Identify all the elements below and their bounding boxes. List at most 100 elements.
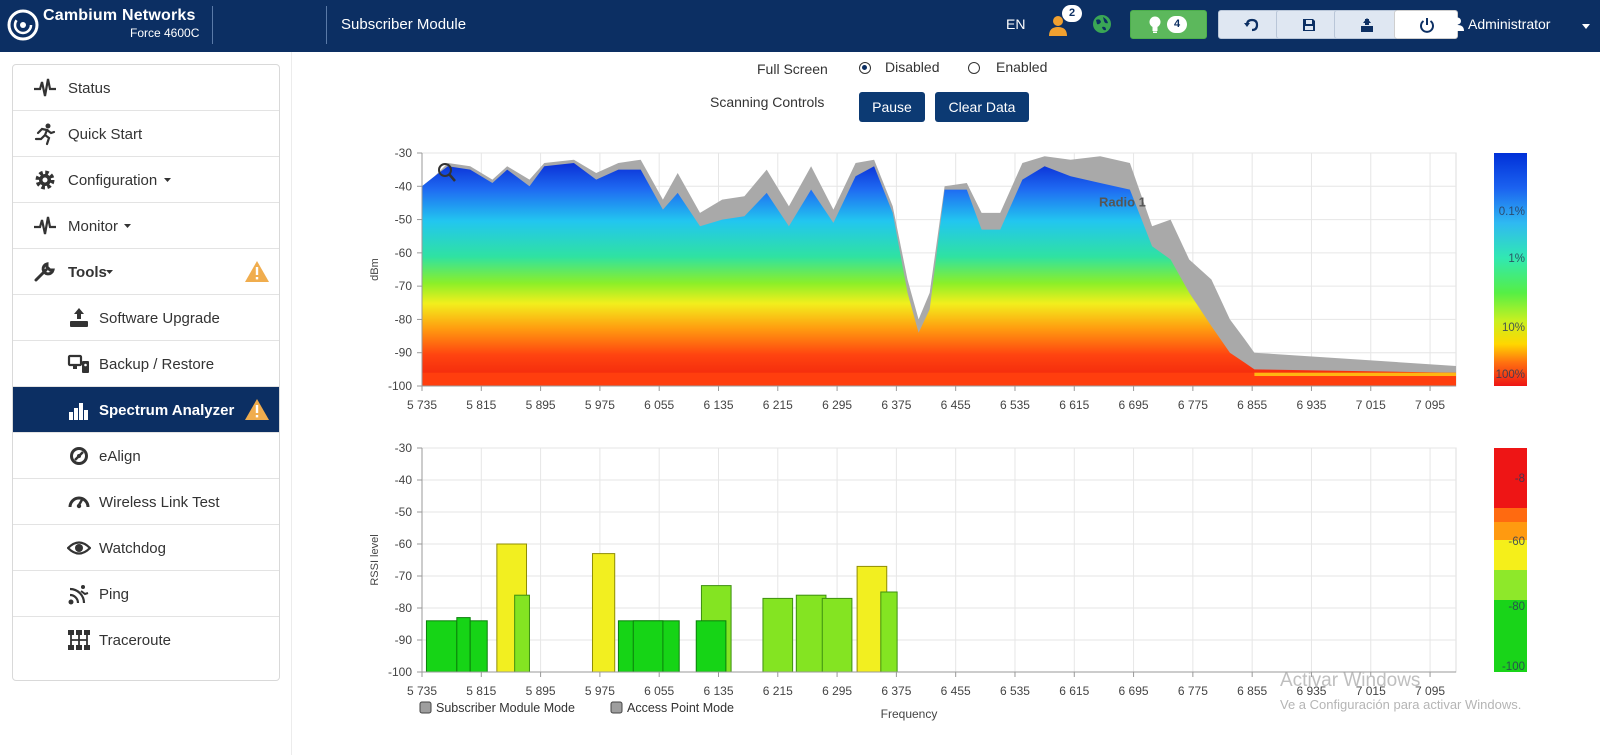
upgrade-icon xyxy=(70,308,88,327)
rssi-bar xyxy=(514,594,530,673)
chart2-y-tick-label: -40 xyxy=(395,473,413,487)
gear-icon xyxy=(35,170,55,190)
eye-icon xyxy=(67,541,91,555)
chart1-x-tick-label: 5 815 xyxy=(466,398,496,412)
sidebar-item-label: Configuration xyxy=(68,172,158,189)
enabled-option-label[interactable]: Enabled xyxy=(996,59,1048,75)
warning-icon xyxy=(245,399,269,420)
reboot-flash-button[interactable] xyxy=(1334,10,1398,39)
sidebar-item-configuration[interactable]: Configuration xyxy=(13,157,279,203)
chevron-down-icon xyxy=(124,224,131,228)
sidebar-item-watchdog[interactable]: Watchdog xyxy=(13,525,279,571)
power-button[interactable] xyxy=(1394,10,1458,39)
chart1-y-tick-label: -60 xyxy=(395,246,413,260)
chart1-x-tick-label: 5 895 xyxy=(526,398,556,412)
chart2-y-tick-label: -80 xyxy=(395,601,413,615)
rssi-bar xyxy=(496,543,528,673)
undo-button[interactable] xyxy=(1218,10,1282,39)
legend-entry: Access Point Mode xyxy=(627,701,734,715)
rssi-color-band xyxy=(1494,448,1527,508)
heatmap-scale-label: 0.1% xyxy=(1499,206,1525,218)
warning-icon xyxy=(245,261,269,282)
chart2-x-tick-label: 6 295 xyxy=(822,684,852,698)
chart1-y-tick-label: -40 xyxy=(395,179,413,193)
sidebar-item-quick-start[interactable]: Quick Start xyxy=(13,111,279,157)
alerts-count-badge: 4 xyxy=(1167,16,1187,33)
heatmap-scale-label: 100% xyxy=(1496,369,1525,381)
sidebar-item-label: Traceroute xyxy=(99,632,171,649)
full-screen-disabled-radio[interactable] xyxy=(859,62,871,74)
chart1-x-tick-label: 7 095 xyxy=(1415,398,1445,412)
chart2-x-tick-label: 6 775 xyxy=(1178,684,1208,698)
sidebar-item-spectrum-analyzer[interactable]: Spectrum Analyzer xyxy=(13,387,279,433)
save-button[interactable] xyxy=(1276,10,1340,39)
sidebar-item-ealign[interactable]: eAlign xyxy=(13,433,279,479)
sidebar-item-label: Wireless Link Test xyxy=(99,494,220,511)
chart1-x-tick-label: 5 735 xyxy=(407,398,437,412)
rssi-bar xyxy=(856,565,888,673)
noise-floor-band xyxy=(422,372,1456,386)
chevron-down-icon xyxy=(1582,24,1590,29)
gauge-icon xyxy=(68,496,90,509)
rssi-bar xyxy=(821,597,853,673)
rssi-bar xyxy=(469,620,488,673)
globe-icon[interactable] xyxy=(1092,14,1112,34)
runner-icon xyxy=(34,123,56,146)
clear-data-button[interactable]: Clear Data xyxy=(935,92,1029,122)
full-screen-label: Full Screen xyxy=(757,61,828,77)
max-hold-envelope xyxy=(422,156,1456,386)
chevron-down-icon xyxy=(164,178,171,182)
user-icon xyxy=(1451,17,1464,31)
rssi-bar xyxy=(456,617,471,673)
chart2-x-tick-label: 6 695 xyxy=(1119,684,1149,698)
noise-floor-edge xyxy=(1254,372,1456,377)
radio-annotation: Radio 1 xyxy=(1099,194,1146,209)
pause-button[interactable]: Pause xyxy=(859,92,925,122)
rssi-bar xyxy=(425,620,458,673)
align-icon xyxy=(70,447,88,465)
rssi-bar xyxy=(795,594,827,673)
windows-activation-title: Activar Windows xyxy=(1280,670,1421,691)
chart2-x-tick-label: 5 975 xyxy=(585,684,615,698)
backup-icon xyxy=(67,354,89,373)
save-icon xyxy=(1303,19,1315,31)
sidebar-item-wireless-link-test[interactable]: Wireless Link Test xyxy=(13,479,279,525)
rssi-bar xyxy=(591,553,616,673)
sidebar-item-label: Status xyxy=(68,80,111,97)
chart1-x-tick-label: 6 855 xyxy=(1237,398,1267,412)
alerts-button[interactable]: 4 xyxy=(1130,10,1207,39)
sidebar: Status Quick Start Configuration Monitor… xyxy=(12,64,280,681)
sidebar-item-monitor[interactable]: Monitor xyxy=(13,203,279,249)
chevron-down-icon xyxy=(106,270,113,274)
chart2-x-tick-label: 5 735 xyxy=(407,684,437,698)
user-name: Administrator xyxy=(1468,16,1551,32)
rssi-bar xyxy=(632,620,664,673)
windows-activation-subtitle: Ve a Configuración para activar Windows. xyxy=(1280,697,1522,712)
heatmap-color-scale xyxy=(1494,153,1527,386)
device-model: Force 4600C xyxy=(130,26,200,40)
disabled-option-label[interactable]: Disabled xyxy=(885,59,940,75)
chart1-x-tick-label: 6 535 xyxy=(1000,398,1030,412)
sidebar-item-ping[interactable]: Ping xyxy=(13,571,279,617)
sidebar-item-label: Tools xyxy=(68,264,107,281)
header-divider xyxy=(212,6,213,44)
sidebar-item-traceroute[interactable]: Traceroute xyxy=(13,617,279,663)
sidebar-item-software-upgrade[interactable]: Software Upgrade xyxy=(13,295,279,341)
rssi-scale-label: -80 xyxy=(1508,601,1525,613)
sidebar-item-status[interactable]: Status xyxy=(13,65,279,111)
rssi-color-band xyxy=(1494,540,1527,570)
chart2-x-axis-label: Frequency xyxy=(881,707,938,721)
zoom-icon-lens xyxy=(438,163,452,177)
language-selector[interactable]: EN xyxy=(1006,16,1026,32)
cambium-logo-icon xyxy=(7,9,39,41)
chart1-x-tick-label: 6 695 xyxy=(1119,398,1149,412)
page-title: Subscriber Module xyxy=(341,16,467,33)
sidebar-item-tools[interactable]: Tools xyxy=(13,249,279,295)
pulse-icon xyxy=(34,216,56,235)
chart2-x-tick-label: 6 215 xyxy=(763,684,793,698)
sidebar-item-backup-restore[interactable]: Backup / Restore xyxy=(13,341,279,387)
full-screen-enabled-radio[interactable] xyxy=(968,62,980,74)
chart2-x-tick-label: 5 815 xyxy=(466,684,496,698)
chart2-y-tick-label: -100 xyxy=(388,665,412,679)
chart2-x-tick-label: 5 895 xyxy=(526,684,556,698)
